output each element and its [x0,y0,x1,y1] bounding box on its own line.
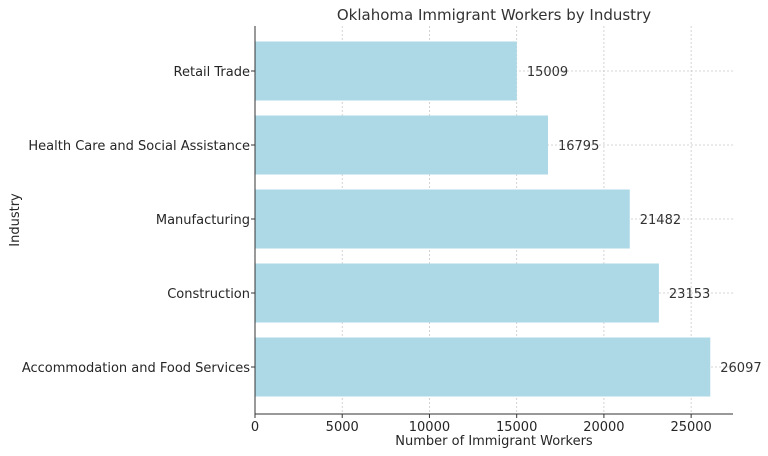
x-tick-label: 15000 [496,420,537,435]
data-labels: 26097 23153 21482 16795 15009 [527,65,762,376]
bar [255,115,548,175]
x-tick-label: 20000 [583,420,624,435]
y-tick-label: Manufacturing [156,213,250,228]
bar [255,41,517,101]
y-tick-label: Accommodation and Food Services [22,361,250,376]
y-tick-label: Construction [167,287,250,302]
bar-value-label: 21482 [640,213,681,228]
bar-value-label: 16795 [558,139,599,154]
bar-value-label: 15009 [527,65,568,80]
x-axis-label: Number of Immigrant Workers [395,434,593,449]
bar [255,337,711,397]
y-tick-label: Retail Trade [174,65,250,80]
x-axis-ticks: 0 5000 10000 15000 20000 25000 [251,414,712,435]
y-tick-label: Health Care and Social Assistance [28,139,250,154]
bar [255,189,630,249]
chart-title: Oklahoma Immigrant Workers by Industry [337,6,651,24]
x-tick-label: 10000 [409,420,450,435]
y-axis-ticks: Accommodation and Food Services Construct… [22,65,255,376]
bars [255,41,711,397]
x-tick-label: 25000 [670,420,711,435]
bar-value-label: 23153 [669,287,710,302]
y-axis-label: Industry [8,193,23,247]
bar-value-label: 26097 [720,361,761,376]
x-tick-label: 5000 [326,420,359,435]
x-tick-label: 0 [251,420,259,435]
bar [255,263,659,323]
